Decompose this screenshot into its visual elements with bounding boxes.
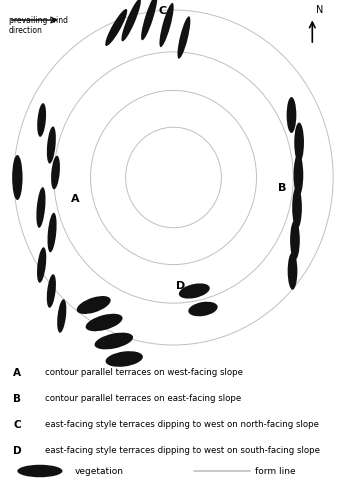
Text: form line: form line <box>255 466 296 475</box>
Text: C: C <box>13 420 21 430</box>
Text: B: B <box>278 183 286 193</box>
Ellipse shape <box>36 187 45 228</box>
Ellipse shape <box>37 247 46 283</box>
Text: prevailing wind
direction: prevailing wind direction <box>9 16 68 36</box>
Text: east-facing style terraces dipping to west on south-facing slope: east-facing style terraces dipping to we… <box>45 446 320 455</box>
Ellipse shape <box>51 156 60 190</box>
Ellipse shape <box>294 154 303 196</box>
Text: contour parallel terraces on west-facing slope: contour parallel terraces on west-facing… <box>45 368 243 377</box>
Ellipse shape <box>48 212 57 252</box>
Text: east-facing style terraces dipping to west on north-facing slope: east-facing style terraces dipping to we… <box>45 420 319 429</box>
Ellipse shape <box>57 299 66 333</box>
Text: D: D <box>176 281 186 291</box>
Ellipse shape <box>141 0 157 40</box>
Ellipse shape <box>77 296 111 314</box>
Ellipse shape <box>95 332 133 349</box>
Text: A: A <box>13 368 21 378</box>
Ellipse shape <box>288 252 297 290</box>
Text: B: B <box>13 394 21 404</box>
Text: A: A <box>71 194 80 204</box>
Ellipse shape <box>159 3 174 47</box>
Text: C: C <box>159 6 167 16</box>
Ellipse shape <box>86 314 122 331</box>
Ellipse shape <box>105 9 127 46</box>
Ellipse shape <box>179 284 210 298</box>
Text: contour parallel terraces on east-facing slope: contour parallel terraces on east-facing… <box>45 394 242 403</box>
Ellipse shape <box>47 126 56 164</box>
Text: N: N <box>316 5 324 15</box>
Ellipse shape <box>121 0 141 42</box>
Ellipse shape <box>294 122 304 162</box>
Ellipse shape <box>292 186 302 229</box>
Ellipse shape <box>47 274 56 308</box>
Ellipse shape <box>177 16 191 58</box>
Ellipse shape <box>105 351 143 367</box>
Ellipse shape <box>287 97 296 133</box>
Ellipse shape <box>290 220 300 260</box>
Ellipse shape <box>37 103 46 137</box>
Ellipse shape <box>12 155 23 200</box>
Ellipse shape <box>17 465 62 477</box>
Text: vegetation: vegetation <box>75 466 124 475</box>
Ellipse shape <box>188 302 218 316</box>
Text: D: D <box>13 446 22 456</box>
